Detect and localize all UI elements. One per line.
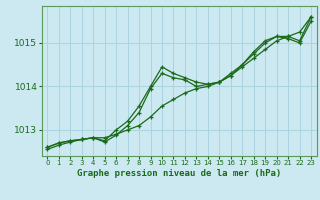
X-axis label: Graphe pression niveau de la mer (hPa): Graphe pression niveau de la mer (hPa): [77, 169, 281, 178]
